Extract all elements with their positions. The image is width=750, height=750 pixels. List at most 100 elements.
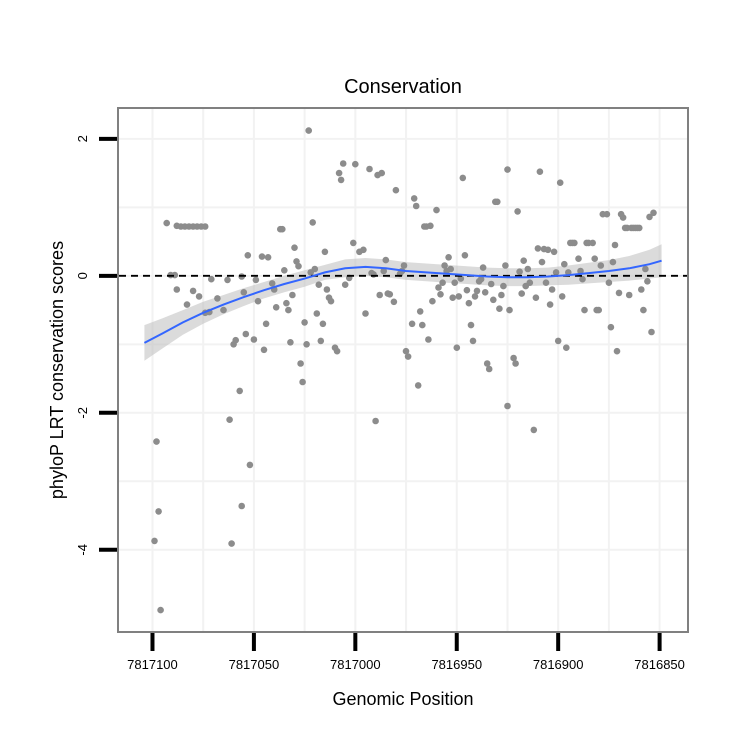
data-point	[183, 301, 191, 308]
data-point	[461, 252, 469, 259]
data-point	[530, 426, 538, 434]
data-point	[512, 360, 519, 367]
data-point	[214, 295, 221, 302]
data-point	[554, 337, 562, 345]
confidence-band-area	[144, 244, 662, 361]
data-point	[638, 286, 645, 293]
data-point	[490, 296, 497, 304]
data-point	[477, 275, 485, 283]
x-axis: 7817100 7817050 7817000 7816950 7816900 78168…	[127, 633, 685, 672]
data-point	[483, 360, 491, 367]
data-point	[313, 310, 321, 317]
data-point	[281, 267, 288, 274]
data-point	[289, 291, 296, 299]
data-point	[171, 271, 179, 279]
data-point	[297, 360, 304, 367]
data-point	[236, 387, 243, 395]
data-point	[518, 290, 525, 297]
data-point	[305, 127, 313, 134]
data-point	[157, 606, 164, 614]
y-tick-label: 0	[75, 272, 90, 279]
data-point	[402, 347, 410, 355]
data-point	[595, 306, 602, 314]
data-point	[579, 275, 586, 283]
data-point	[155, 508, 162, 515]
data-point	[242, 330, 250, 338]
y-tick-label: 2	[75, 135, 90, 142]
data-point	[264, 253, 272, 261]
data-point	[173, 286, 181, 293]
data-point	[425, 336, 432, 343]
data-point	[419, 321, 426, 329]
data-point	[465, 299, 473, 307]
data-point	[611, 241, 619, 249]
data-point	[469, 337, 477, 345]
y-tick-label: -4	[75, 544, 90, 556]
data-point	[467, 321, 475, 329]
data-point	[577, 267, 584, 275]
data-point	[613, 347, 621, 355]
data-point	[532, 294, 540, 302]
data-point	[386, 291, 394, 298]
data-point	[252, 276, 260, 284]
data-point	[571, 239, 578, 247]
data-point	[240, 289, 248, 296]
data-point	[279, 225, 286, 233]
data-point	[542, 279, 550, 287]
data-point	[341, 281, 349, 289]
data-point	[382, 256, 390, 264]
data-point	[258, 253, 266, 260]
data-point	[350, 239, 357, 247]
grid-lines	[119, 109, 687, 631]
data-point	[410, 195, 418, 202]
data-point	[376, 291, 384, 299]
data-point	[392, 186, 400, 194]
data-point	[504, 166, 511, 173]
data-point	[563, 344, 570, 352]
y-axis-title: phyloP LRT conservation scores	[47, 241, 67, 499]
data-point	[301, 319, 308, 326]
data-point	[295, 262, 302, 270]
data-point	[337, 176, 345, 184]
data-point	[640, 306, 647, 314]
data-point	[561, 260, 568, 268]
x-tick-label: 7816900	[533, 657, 584, 672]
x-tick-label: 7817000	[330, 657, 381, 672]
data-point	[260, 346, 268, 354]
data-point	[246, 461, 254, 469]
data-point	[506, 306, 513, 314]
chart-title: Conservation	[344, 76, 462, 98]
smooth-curve	[143, 259, 662, 344]
data-point	[287, 339, 294, 346]
x-tick-label: 7816950	[431, 657, 482, 672]
data-point	[453, 344, 461, 352]
data-point	[254, 297, 262, 305]
data-point	[609, 258, 617, 266]
data-point	[272, 304, 280, 311]
data-point	[498, 291, 505, 299]
data-point	[544, 246, 552, 254]
data-point	[220, 306, 227, 314]
data-point	[378, 169, 386, 177]
data-point	[163, 219, 170, 227]
data-point	[195, 293, 203, 300]
data-point	[435, 284, 442, 291]
data-point	[648, 328, 655, 336]
confidence-band	[144, 244, 662, 361]
data-point	[581, 306, 588, 314]
data-point	[226, 416, 233, 424]
data-point	[459, 174, 467, 182]
data-point	[642, 265, 649, 273]
data-point	[520, 257, 527, 265]
data-point	[471, 293, 479, 300]
data-point	[433, 206, 440, 214]
data-point	[615, 289, 623, 297]
data-point	[309, 219, 317, 226]
data-point	[514, 208, 521, 215]
data-point	[390, 298, 398, 306]
data-point	[244, 252, 252, 259]
data-point	[451, 279, 459, 287]
data-point	[228, 540, 235, 547]
data-point	[439, 279, 446, 287]
